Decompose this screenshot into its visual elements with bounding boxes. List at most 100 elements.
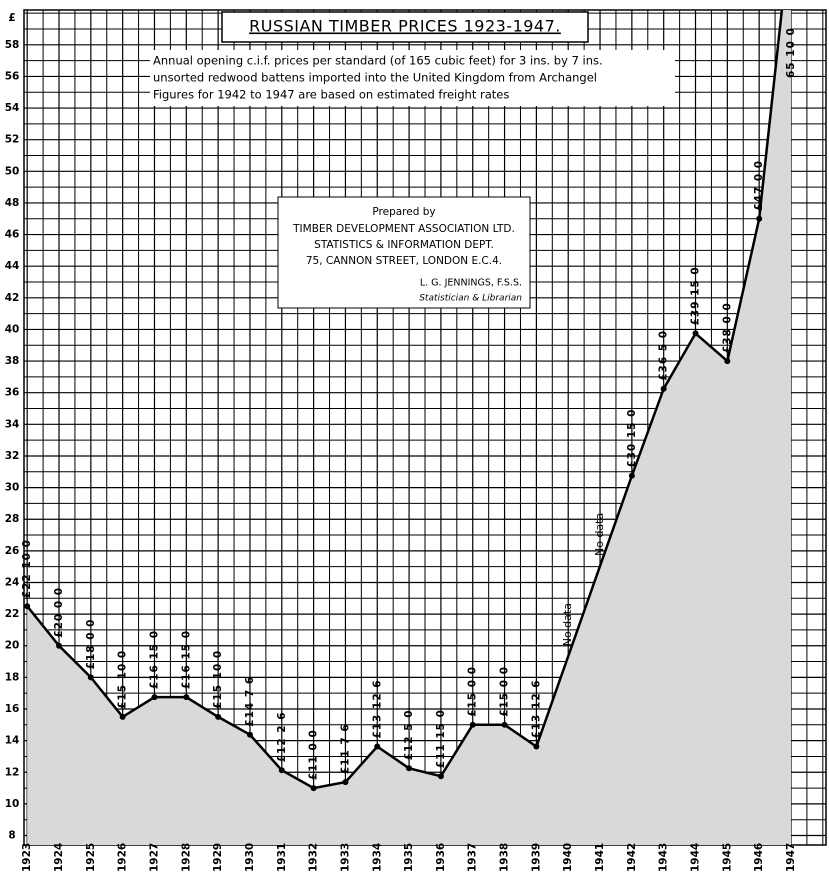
point (469, 721, 476, 728)
x-tick-label: 1937 (467, 843, 479, 872)
point (660, 385, 667, 392)
point (374, 743, 381, 750)
x-tick-label: 1945 (721, 843, 733, 872)
y-tick-label: 58 (5, 39, 20, 51)
x-tick-label: 1927 (148, 843, 160, 872)
subtitle: Figures for 1942 to 1947 are based on es… (153, 88, 509, 102)
point (183, 694, 190, 701)
x-tick-label: 1944 (690, 843, 702, 872)
point (533, 743, 540, 750)
y-tick-label: 56 (5, 70, 20, 82)
y-tick-label: 26 (5, 545, 20, 557)
point (56, 642, 63, 649)
annotation: No data (561, 603, 574, 646)
y-axis-label: £ (8, 12, 15, 24)
value-label: £16 15 0 (180, 630, 192, 689)
point (756, 215, 763, 222)
subtitle-box (150, 50, 675, 106)
credit: TIMBER DEVELOPMENT ASSOCIATION LTD. (292, 223, 515, 235)
x-tick-label: 1940 (562, 843, 574, 872)
y-tick-label: 14 (5, 735, 20, 747)
x-tick-label: 1934 (371, 843, 383, 872)
point (406, 765, 413, 772)
point (119, 713, 126, 720)
y-tick-label: 10 (5, 798, 20, 810)
x-tick-label: 1928 (180, 843, 192, 872)
credit: Statistician & Librarian (419, 294, 522, 304)
point (501, 721, 508, 728)
point (692, 330, 699, 337)
y-tick-label: 22 (5, 608, 20, 620)
value-label: £20 0 0 (53, 587, 65, 638)
point (278, 767, 285, 774)
y-tick-label: 16 (5, 703, 20, 715)
x-tick-label: 1943 (658, 843, 670, 872)
credit: L. G. JENNINGS, F.S.S. (420, 278, 522, 289)
y-tick-label: 50 (5, 165, 20, 177)
value-label: £11 15 0 (435, 709, 447, 768)
credit-box (277, 196, 531, 309)
value-label: £12 5 0 (403, 709, 415, 760)
x-tick-label: 1942 (626, 843, 638, 872)
y-tick-label: 8 (8, 830, 15, 842)
value-label: 65 10 0 (785, 27, 797, 78)
value-label: £12 2 6 (276, 711, 288, 762)
credit: Prepared by (372, 206, 435, 218)
subtitle: Annual opening c.i.f. prices per standar… (153, 54, 603, 68)
point (87, 674, 94, 681)
y-tick-label: 46 (5, 229, 20, 241)
annotation: No data (593, 513, 606, 556)
point (310, 785, 317, 792)
point (437, 773, 444, 780)
point (724, 358, 731, 365)
credit: 75, CANNON STREET, LONDON E.C.4. (306, 255, 502, 267)
x-tick-label: 1930 (244, 843, 256, 872)
point (215, 713, 222, 720)
y-tick-label: 54 (5, 102, 20, 114)
value-label: £15 10 0 (212, 650, 224, 709)
y-tick-label: 20 (5, 640, 20, 652)
value-label: £11 0 0 (308, 729, 320, 780)
y-tick-label: 28 (5, 513, 20, 525)
chart-title: RUSSIAN TIMBER PRICES 1923-1947. (249, 17, 561, 36)
x-tick-label: 1932 (308, 843, 320, 872)
credit: STATISTICS & INFORMATION DEPT. (314, 239, 494, 251)
y-tick-label: 18 (5, 671, 20, 683)
point (151, 694, 158, 701)
value-label: £15 10 0 (117, 650, 129, 709)
value-label: £15 0 0 (499, 666, 511, 717)
value-label: £11 7 6 (339, 723, 351, 774)
y-tick-label: 34 (5, 418, 20, 430)
value-label: £36 5 0 (658, 330, 670, 381)
x-tick-label: 1929 (212, 843, 224, 872)
value-label: £13 12 6 (530, 679, 542, 738)
subtitle: unsorted redwood battens imported into t… (153, 71, 597, 85)
labels: 8 10 12 14 16 18 20 22 24 26 28 30 32 34 36 38 40 42 44 46 4… (5, 27, 797, 872)
point (342, 779, 349, 786)
marks (24, 10, 791, 845)
x-tick-label: 1941 (594, 843, 606, 872)
value-label: £38 0 0 (721, 302, 733, 353)
x-tick-label: 1947 (785, 843, 797, 872)
value-label: £18 0 0 (85, 619, 97, 670)
x-tick-label: 1925 (85, 843, 97, 872)
value-label: £47 0 0 (753, 160, 765, 211)
y-tick-label: 32 (5, 450, 20, 462)
y-tick-label: 30 (5, 482, 20, 494)
x-tick-label: 1923 (21, 843, 33, 872)
x-tick-label: 1931 (276, 843, 288, 872)
x-tick-label: 1936 (435, 843, 447, 872)
y-tick-label: 52 (5, 134, 20, 146)
x-tick-label: 1946 (753, 843, 765, 872)
y-tick-label: 44 (5, 260, 20, 272)
value-label: £22 10 0 (21, 539, 33, 598)
value-label: £16 15 0 (148, 630, 160, 689)
x-tick-label: 1938 (499, 843, 511, 872)
y-tick-label: 40 (5, 323, 20, 335)
area (27, 10, 791, 845)
y-tick-label: 48 (5, 197, 20, 209)
value-label: £30 15 0 (626, 409, 638, 468)
x-tick-label: 1933 (339, 843, 351, 872)
